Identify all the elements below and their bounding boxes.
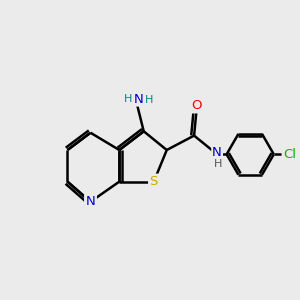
Text: H: H	[144, 95, 153, 105]
Text: S: S	[150, 175, 158, 188]
Text: N: N	[134, 93, 144, 106]
Text: H: H	[214, 158, 223, 169]
Text: N: N	[212, 146, 222, 158]
Text: O: O	[192, 99, 202, 112]
Text: N: N	[85, 195, 95, 208]
Text: Cl: Cl	[283, 148, 296, 161]
Text: H: H	[124, 94, 133, 104]
